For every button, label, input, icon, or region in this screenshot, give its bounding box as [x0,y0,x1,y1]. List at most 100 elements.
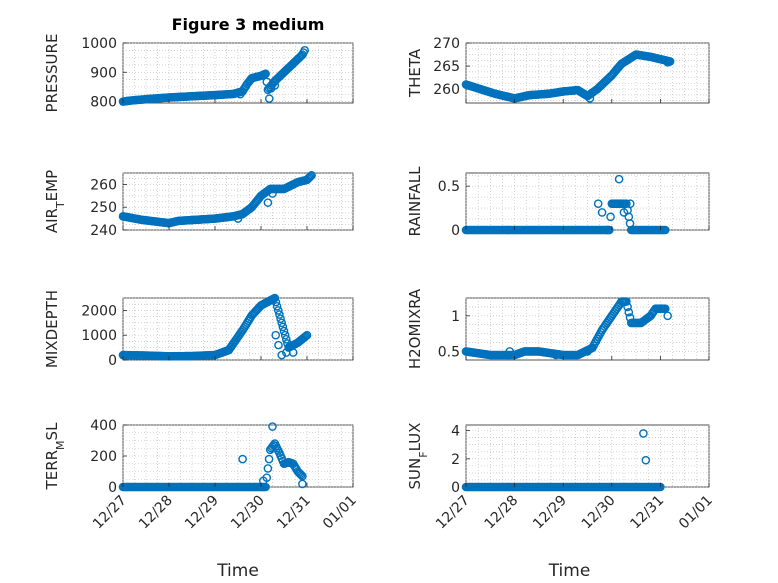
data-point [238,454,247,464]
y-tick-label: 265 [433,59,460,75]
y-axis-label: SUNFLUX [406,423,430,490]
data-point [593,199,603,208]
data-point [307,170,316,180]
y-axis-label: MIXDEPTH [43,290,61,368]
data-point [625,199,635,208]
x-axis-label: Time [548,561,591,581]
y-tick-label: 1000 [81,36,117,52]
data-point [583,347,592,356]
y-tick-label: 4 [451,424,460,440]
y-tick-label: 260 [90,177,117,193]
y-tick-label: 200 [90,449,117,465]
x-axis-label: Time [216,561,259,581]
data-point [298,479,307,489]
data-point [270,293,280,303]
data-point [296,470,306,480]
data-point [624,307,634,317]
y-axis-label: TERRMSL [43,422,67,491]
x-tick-label: 12/31 [274,493,314,533]
y-tick-label: 0.5 [438,344,460,360]
x-tick-label: 12/30 [579,493,619,533]
x-tick-label: 01/01 [676,493,716,533]
chart-title: Figure 3 medium [172,15,325,34]
data-point [300,332,310,342]
y-axis-label: PRESSURE [43,34,61,113]
data-point [268,189,277,198]
y-tick-label: 0 [108,480,117,496]
data-point [622,297,631,306]
y-tick-label: 0.5 [438,179,460,195]
data-point [268,422,277,431]
data-point [273,306,283,315]
panel-rainfall: 0 0.5 RAINFALL [406,166,710,239]
data-point [233,214,243,223]
data-point [264,94,274,103]
x-tick-label: 01/01 [320,493,360,533]
data-point [277,318,287,328]
data-point [306,172,315,181]
data-point [278,322,288,332]
y-axis-label: AIRTEMP [43,170,67,233]
data-point [605,225,614,235]
y-tick-label: 240 [90,223,117,239]
y-axis-label: H2OMIXRA [406,288,424,369]
data-point [619,208,629,217]
data-point [295,469,305,479]
data-point [641,455,651,465]
data-point [235,89,245,99]
data-point [614,174,624,184]
y-tick-label: 0 [451,223,460,239]
y-tick-label: 1000 [81,328,117,344]
y-tick-label: 0 [451,480,460,496]
data-point [551,350,561,360]
data-point [660,225,670,235]
panel-terr_msl: 0 200 400 TERRMSL 12/27 12/28 12/29 12/30 12/31 0… [43,418,360,581]
data-point [281,335,291,344]
data-point [275,310,284,319]
data-point [663,311,672,321]
x-tick-label: 12/31 [627,493,667,533]
data-point [597,208,607,217]
y-tick-label: 260 [433,82,460,98]
data-point [271,330,281,340]
y-axis-label: RAINFALL [406,166,424,237]
data-point [302,330,312,340]
y-tick-label: 270 [433,36,460,52]
y-tick-label: 400 [90,418,117,434]
data-point [264,454,274,464]
x-tick-label: 12/28 [482,493,522,533]
x-tick-label: 12/27 [433,493,473,533]
x-tick-label: 12/29 [530,493,570,533]
panel-air_temp: 240 250 260 AIRTEMP [43,170,354,239]
data-point [623,302,632,312]
data-point [585,94,595,103]
x-tick-label: 12/27 [90,493,130,533]
y-tick-label: 1 [451,309,460,325]
data-point [304,173,314,182]
panel-theta: 260 265 270 THETA [406,36,710,104]
y-axis-label: THETA [406,48,424,98]
data-point [606,212,615,222]
y-tick-label: 800 [90,95,117,111]
data-point [300,46,310,55]
y-tick-label: 900 [90,65,117,81]
data-point [263,198,273,207]
data-point [280,330,290,340]
data-point [274,340,283,350]
data-point [301,331,311,341]
panel-mixdepth: 0 1000 2000 MIXDEPTH [43,290,354,369]
data-point [277,350,287,360]
data-point [279,326,289,336]
data-point [639,429,648,438]
data-point [663,58,672,67]
x-tick-label: 12/29 [182,493,222,533]
data-point [276,314,285,323]
data-point [270,81,280,90]
y-tick-label: 0 [108,353,117,369]
panel-pressure: 800 900 1000 PRESSURE Figure 3 medium [43,15,354,113]
x-tick-label: 12/30 [228,493,268,533]
data-point [263,464,273,473]
y-tick-label: 2 [451,452,460,468]
